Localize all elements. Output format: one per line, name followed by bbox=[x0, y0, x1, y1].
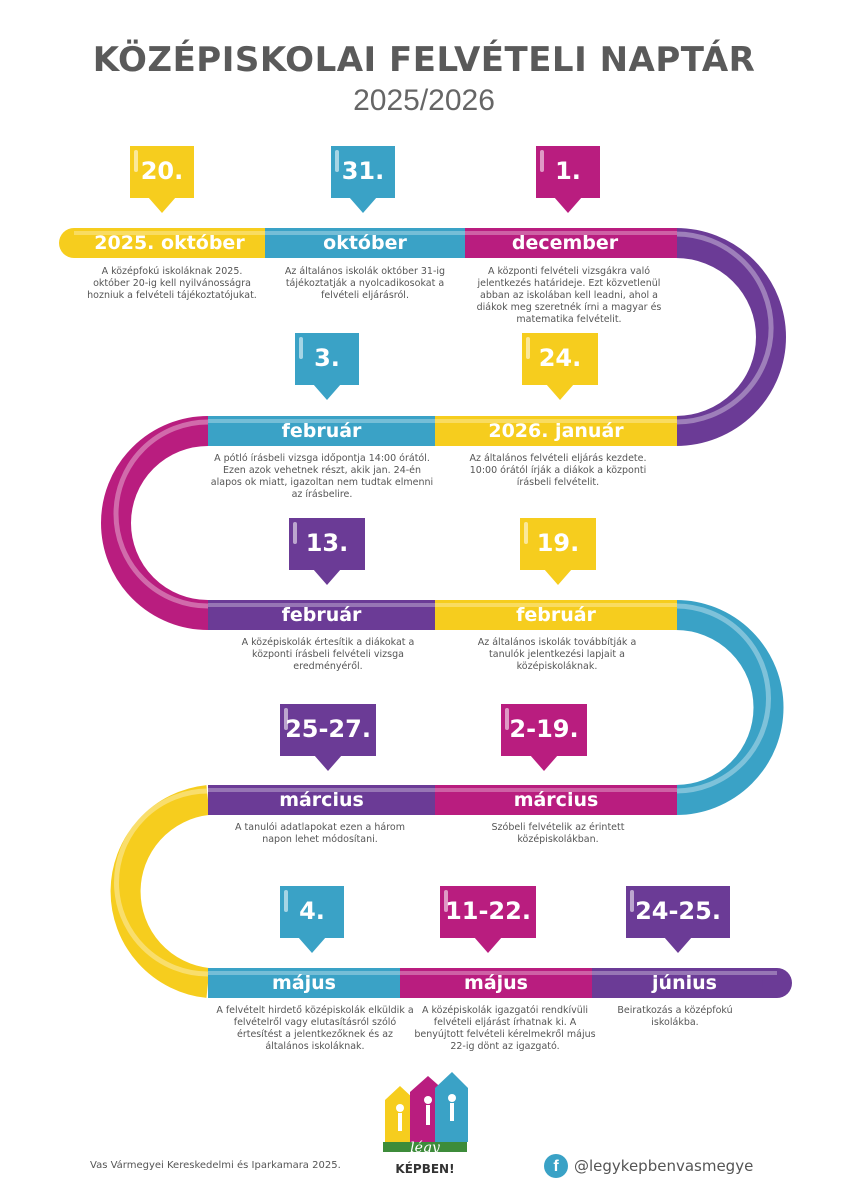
event-description: A tanulói adatlapokat ezen a három napon… bbox=[235, 822, 405, 845]
organization-credit: Vas Vármegyei Kereskedelmi és Iparkamara… bbox=[90, 1160, 341, 1171]
month-label: 2025. október bbox=[94, 232, 245, 254]
month-label: október bbox=[323, 232, 407, 254]
month-label: május bbox=[464, 972, 528, 994]
event-description: A középiskolák igazgatói rendkívüli felv… bbox=[414, 1005, 596, 1052]
month-label: február bbox=[281, 420, 362, 442]
date-bubble: 19. bbox=[520, 518, 596, 585]
curve-right-1 bbox=[675, 228, 786, 446]
facebook-icon: f bbox=[544, 1154, 568, 1178]
date-bubble: 24. bbox=[522, 333, 598, 400]
event-description: A felvételt hirdető középiskolák elküldi… bbox=[216, 1005, 414, 1052]
curve-left-1 bbox=[101, 416, 209, 630]
legy-kepben-logo: légy KÉPBEN! bbox=[380, 1070, 470, 1180]
date-bubble: 13. bbox=[289, 518, 365, 585]
month-label: május bbox=[272, 972, 336, 994]
month-label: február bbox=[516, 604, 596, 626]
page-subtitle: 2025/2026 bbox=[353, 84, 495, 117]
date-bubble: 4. bbox=[280, 886, 344, 953]
event-description: A középfokú iskoláknak 2025. október 20-… bbox=[87, 266, 257, 301]
date-bubble: 3. bbox=[295, 333, 359, 400]
curve-right-2 bbox=[675, 600, 784, 815]
curve-left-2 bbox=[110, 785, 210, 998]
social-handle: @legykepbenvasmegye bbox=[574, 1157, 754, 1175]
date-bubble: 2-19. bbox=[501, 704, 587, 771]
logo-script: légy bbox=[410, 1140, 440, 1156]
logo-text: KÉPBEN! bbox=[395, 1162, 455, 1176]
event-description: Az általános iskolák továbbítják a tanul… bbox=[477, 637, 637, 672]
event-description: Szóbeli felvételik az érintett középisko… bbox=[491, 822, 625, 845]
month-label: június bbox=[652, 972, 717, 994]
event-description: A központi felvételi vizsgákra való jele… bbox=[476, 266, 662, 325]
date-bubble: 24-25. bbox=[626, 886, 730, 953]
date-bubble: 20. bbox=[130, 146, 194, 213]
month-label: március bbox=[279, 789, 364, 811]
month-label: december bbox=[511, 232, 619, 254]
date-bubble: 31. bbox=[331, 146, 395, 213]
month-label: 2026. január bbox=[488, 420, 624, 442]
date-bubble: 1. bbox=[536, 146, 600, 213]
month-label: február bbox=[281, 604, 362, 626]
event-description: Beiratkozás a középfokú iskolákba. bbox=[617, 1005, 733, 1028]
event-description: A középiskolák értesítik a diákokat a kö… bbox=[241, 637, 415, 672]
event-description: Az általános felvételi eljárás kezdete. … bbox=[469, 453, 647, 488]
page-title: KÖZÉPISKOLAI FELVÉTELI NAPTÁR bbox=[92, 40, 756, 80]
date-bubble: 25-27. bbox=[280, 704, 376, 771]
event-description: A pótló írásbeli vizsga időpontja 14:00 … bbox=[210, 453, 434, 500]
event-description: Az általános iskolák október 31-ig tájék… bbox=[284, 266, 446, 301]
date-bubble: 11-22. bbox=[440, 886, 536, 953]
month-label: március bbox=[513, 789, 599, 811]
social-link[interactable]: f @legykepbenvasmegye bbox=[544, 1153, 753, 1179]
